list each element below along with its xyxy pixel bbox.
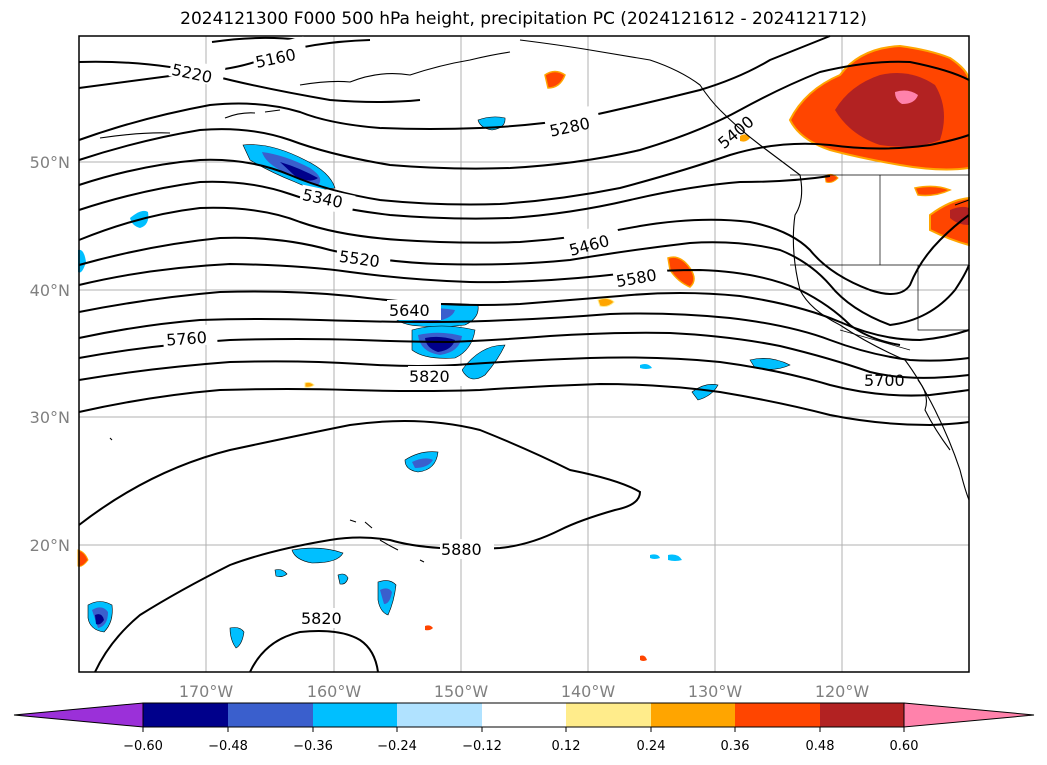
lat-tick-label: 20°N [30, 536, 70, 555]
colorbar: −0.60 −0.48 −0.36 −0.24 −0.12 0.12 0.24 … [13, 702, 1035, 754]
lon-tick-label: 170°W [179, 682, 234, 701]
colorbar-segment [482, 703, 566, 727]
graticule [79, 36, 969, 672]
contour-label: 5760 [166, 328, 208, 350]
colorbar-segment [228, 703, 313, 727]
contour-label: 5880 [441, 540, 482, 559]
colorbar-tick-label: −0.48 [208, 739, 248, 754]
colorbar-segment [651, 703, 735, 727]
precip-positive-areas [77, 44, 970, 661]
lon-tick-label: 130°W [688, 682, 743, 701]
lat-tick-label: 30°N [30, 408, 70, 427]
contour-label: 5820 [301, 609, 342, 628]
colorbar-tick-label: −0.24 [377, 739, 417, 754]
colorbar-segment [735, 703, 820, 727]
height-contours [78, 35, 970, 673]
contour-label: 5700 [864, 371, 905, 390]
colorbar-tick-label: 0.60 [890, 739, 919, 754]
political-borders [790, 174, 969, 351]
contour-label: 5640 [389, 301, 430, 320]
colorbar-tick-label: 0.48 [806, 739, 835, 754]
map-frame [78, 35, 970, 673]
contour-label: 5820 [409, 367, 450, 386]
colorbar-segment [566, 703, 651, 727]
map-title: 2024121300 F000 500 hPa height, precipit… [180, 9, 867, 29]
colorbar-tick-label: −0.12 [462, 739, 502, 754]
longitude-labels: 170°W 160°W 150°W 140°W 130°W 120°W [179, 682, 870, 701]
lat-tick-label: 40°N [30, 281, 70, 300]
colorbar-tick-label: 0.12 [552, 739, 581, 754]
latitude-labels: 50°N 40°N 30°N 20°N [30, 153, 70, 555]
coastlines [99, 39, 970, 563]
colorbar-tick-label: 0.36 [721, 739, 750, 754]
colorbar-tick-label: 0.24 [637, 739, 666, 754]
lon-tick-label: 120°W [815, 682, 870, 701]
colorbar-tick-label: −0.60 [123, 739, 163, 754]
lon-tick-label: 150°W [434, 682, 489, 701]
lon-tick-label: 160°W [307, 682, 362, 701]
colorbar-tick-label: −0.36 [293, 739, 333, 754]
colorbar-segment [143, 703, 228, 727]
lon-tick-label: 140°W [561, 682, 616, 701]
colorbar-segment [820, 703, 904, 727]
colorbar-segment [313, 703, 397, 727]
colorbar-extend-high [903, 702, 1035, 728]
colorbar-extend-low [13, 702, 144, 728]
lat-tick-label: 50°N [30, 153, 70, 172]
colorbar-segment [397, 703, 482, 727]
